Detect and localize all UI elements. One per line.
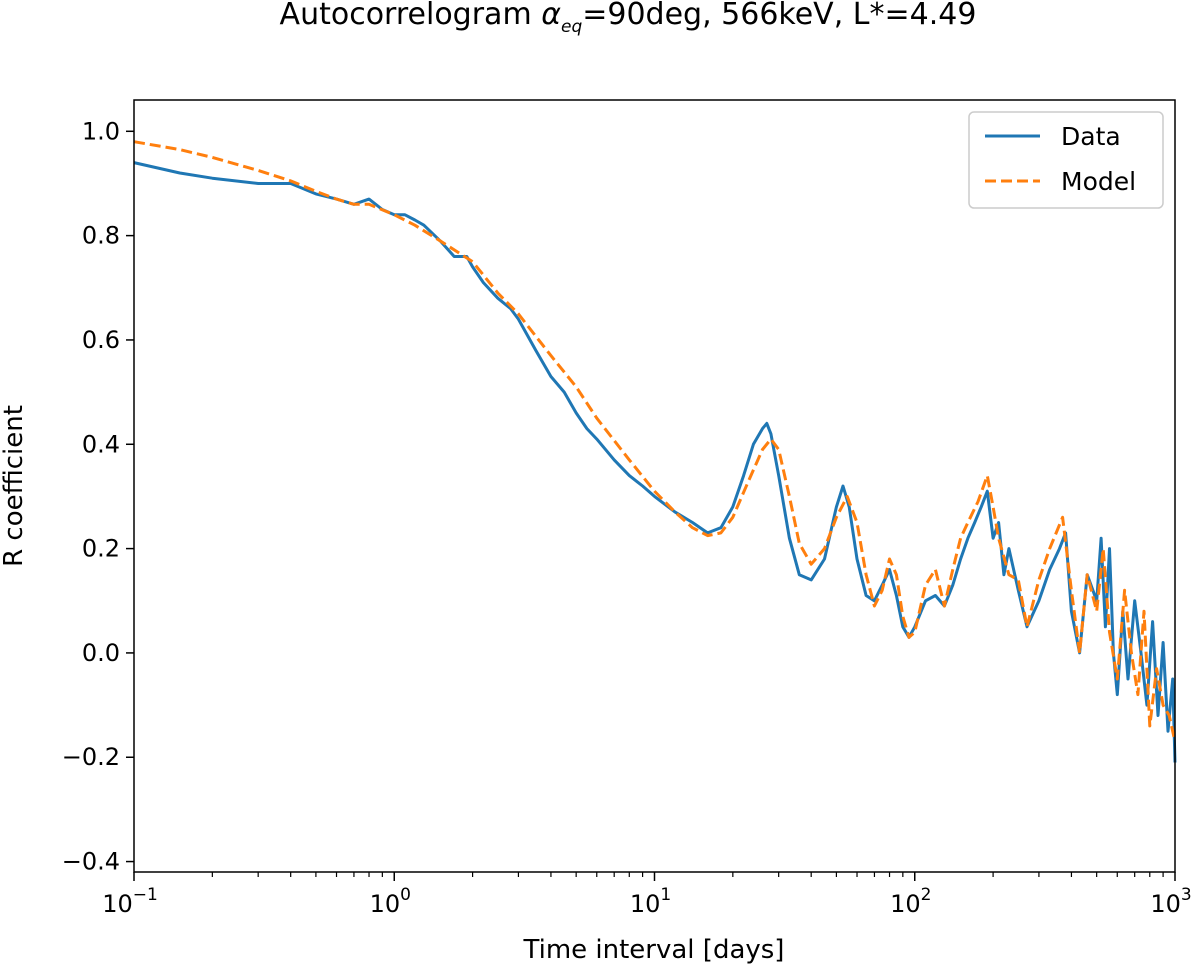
legend: Data Model xyxy=(968,111,1164,209)
y-axis: −0.4 −0.2 0.0 0.2 0.4 0.6 0.8 1.0 xyxy=(62,117,134,876)
y-tick-label: −0.2 xyxy=(62,743,120,771)
y-tick-label: −0.4 xyxy=(62,848,120,876)
y-tick-label: 0.8 xyxy=(82,222,120,250)
x-tick-label: 103 xyxy=(1150,885,1191,918)
y-tick-label: 0.0 xyxy=(82,639,120,667)
title-prefix: Autocorrelogram xyxy=(280,0,542,32)
y-axis-label: R coefficient xyxy=(0,405,29,567)
series-line-data xyxy=(133,161,1177,763)
title-subscript: eq xyxy=(561,17,582,37)
x-tick-label: 102 xyxy=(890,885,931,918)
plot-frame xyxy=(133,99,1176,873)
x-tick-label: 100 xyxy=(370,885,411,918)
series-line-model xyxy=(133,140,1177,742)
x-tick-label: 101 xyxy=(630,885,671,918)
x-tick-label: 10−1 xyxy=(102,885,158,918)
legend-label-data: Data xyxy=(1061,122,1121,151)
title-suffix: =90deg, 566keV, L*=4.49 xyxy=(582,0,976,32)
chart-title: Autocorrelogram αeq=90deg, 566keV, L*=4.… xyxy=(280,0,977,37)
plot-lines xyxy=(133,140,1177,763)
y-tick-label: 0.2 xyxy=(82,535,120,563)
legend-label-model: Model xyxy=(1061,167,1136,196)
y-tick-label: 0.4 xyxy=(82,430,120,458)
x-axis: 10−1 100 101 102 103 xyxy=(102,872,1192,918)
y-tick-label: 1.0 xyxy=(82,117,120,145)
x-axis-label: Time interval [days] xyxy=(523,935,785,965)
title-alpha: α xyxy=(541,0,561,32)
y-tick-label: 0.6 xyxy=(82,326,120,354)
